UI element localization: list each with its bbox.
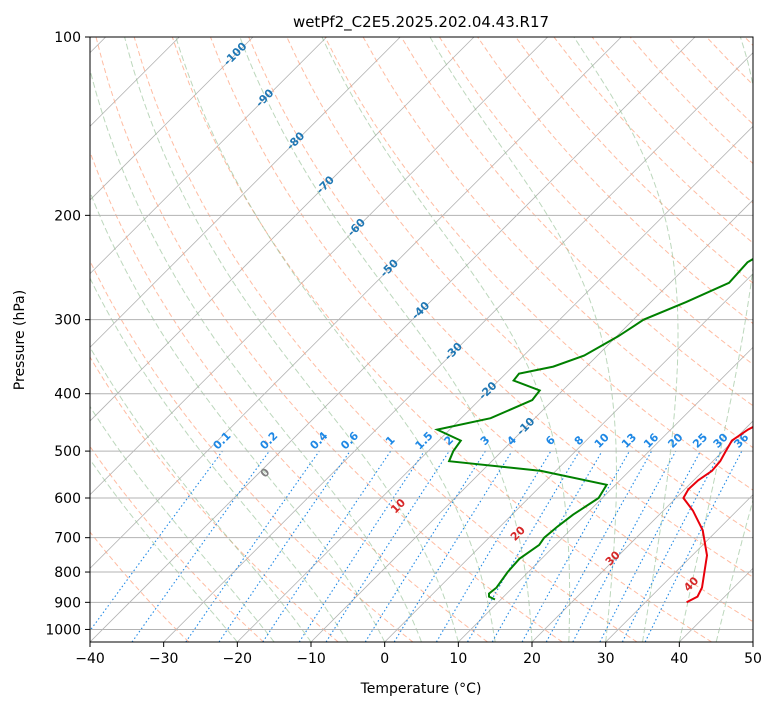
moist-adiabat-line — [429, 37, 617, 642]
mixing-ratio-line — [325, 450, 450, 642]
mixing-ratio-line — [521, 450, 630, 642]
moist-adiabat-line — [124, 37, 459, 642]
moist-adiabat-line — [90, 277, 349, 642]
mixing-ratio-line — [90, 450, 223, 632]
mixing-ratio-line — [185, 450, 320, 642]
mixing-ratio-line — [572, 450, 677, 642]
dry-adiabat-line — [95, 37, 563, 642]
y-axis-label: Pressure (hPa) — [12, 290, 28, 390]
moist-adiabat-line — [90, 190, 386, 642]
y-tick-label: 400 — [54, 387, 81, 403]
x-tick-label: −30 — [149, 651, 179, 667]
isotherm-line — [384, 273, 753, 642]
moist-adiabat-line — [321, 37, 571, 642]
y-tick-label: 200 — [54, 208, 81, 224]
isotherm-line — [605, 494, 753, 642]
mixing-ratio-line — [644, 450, 743, 642]
moist-adiabat-line — [175, 37, 496, 642]
y-tick-label: 600 — [54, 491, 81, 507]
x-axis-label: Temperature (°C) — [360, 681, 482, 697]
mixing-ratio-line — [545, 450, 653, 642]
isotherm-line — [163, 52, 753, 642]
y-tick-label: 1000 — [45, 622, 81, 638]
moist-adiabat-line — [678, 37, 753, 642]
dry-adiabat-line — [90, 356, 339, 642]
y-tick-label: 900 — [54, 595, 81, 611]
mixing-ratio-line — [131, 450, 270, 642]
dry-adiabat-line — [90, 150, 488, 642]
x-tick-label: 40 — [670, 651, 688, 667]
x-tick-label: 30 — [597, 651, 615, 667]
moist-adiabat-line — [90, 346, 312, 642]
isotherm-line — [531, 420, 753, 642]
moist-adiabat-line — [239, 37, 533, 642]
y-axis-ticks: 1000 900 800 700 600 500 400 300 200 100 — [45, 30, 90, 638]
temperature-line — [682, 425, 753, 604]
moist-adiabat-line — [90, 405, 275, 642]
x-tick-label: −20 — [223, 651, 253, 667]
isotherm-line — [458, 346, 753, 642]
dry-adiabat-line — [90, 531, 190, 642]
dry-adiabat-line — [438, 37, 753, 366]
profile-lines — [434, 257, 753, 604]
x-tick-label: 50 — [744, 651, 762, 667]
isotherm-line — [90, 37, 622, 569]
mixing-ratio-line — [393, 450, 513, 642]
isotherm-line — [752, 641, 753, 642]
moist-adiabat-line — [573, 37, 679, 642]
dry-adiabat-line — [90, 259, 414, 642]
x-tick-label: 20 — [523, 651, 541, 667]
chart-title: wetPf2_C2E5.2025.202.04.43.R17 — [293, 13, 549, 32]
moist-adiabat-line — [90, 67, 422, 642]
mixing-ratio-line — [218, 450, 351, 642]
x-tick-label: −10 — [296, 651, 326, 667]
isotherm-line — [90, 37, 548, 496]
isotherm-line — [90, 37, 327, 275]
dry-adiabat-line — [248, 37, 753, 578]
y-tick-label: 700 — [54, 531, 81, 547]
dry-adiabat-line — [210, 37, 753, 623]
moist-adiabat-line — [90, 458, 238, 642]
background-lines — [90, 37, 753, 642]
y-tick-label: 100 — [54, 30, 81, 46]
x-tick-label: 0 — [380, 651, 389, 667]
dewpoint-line — [434, 257, 753, 601]
x-tick-label: 10 — [449, 651, 467, 667]
dry-adiabat-line — [324, 37, 753, 491]
mixing-ratio-line — [298, 450, 425, 642]
x-axis-ticks: −40 −30 −20 −10 0 10 20 30 40 50 — [75, 642, 762, 667]
isotherm-line — [90, 37, 475, 422]
dry-adiabat-line — [90, 445, 264, 642]
x-tick-label: −40 — [75, 651, 105, 667]
plot-frame — [89, 36, 754, 643]
dry-adiabat-line — [133, 37, 638, 642]
y-tick-label: 300 — [54, 313, 81, 329]
y-tick-label: 500 — [54, 444, 81, 460]
dry-adiabat-line — [400, 37, 753, 407]
mixing-ratio-line — [262, 450, 392, 642]
isotherm-line — [237, 125, 753, 642]
dry-adiabat-line — [171, 37, 712, 642]
y-tick-label: 800 — [54, 565, 81, 581]
isotherm-line — [90, 37, 254, 201]
isotherm-line — [90, 37, 401, 348]
dry-adiabat-line — [515, 37, 753, 284]
plot-background — [90, 37, 753, 642]
